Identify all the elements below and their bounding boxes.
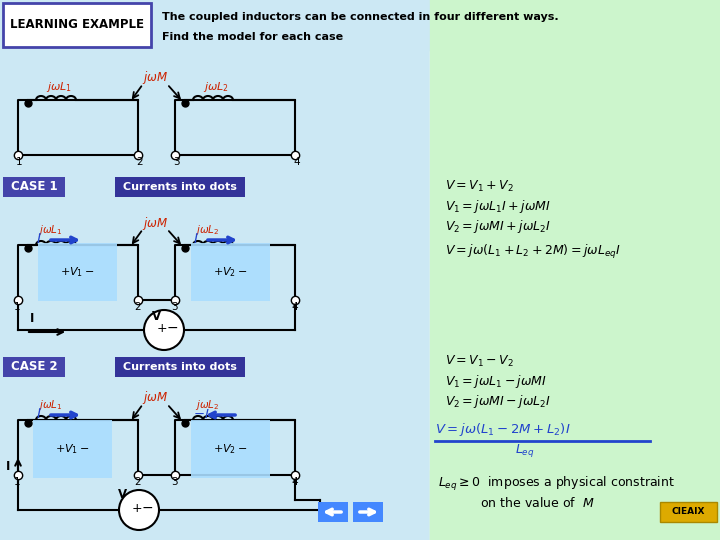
Bar [0,0,430,540]
Text: CASE 1: CASE 1 [11,180,58,193]
Text: 2: 2 [134,302,140,312]
Text: $j\omega L_1$: $j\omega L_1$ [38,398,63,412]
Text: $V = V_1 + V_2$: $V = V_1 + V_2$ [445,179,514,194]
Text: +: + [132,502,143,515]
FancyBboxPatch shape [115,357,245,377]
Text: I: I [30,312,35,325]
Text: $\mathit{I}$: $\mathit{I}$ [36,407,42,421]
FancyBboxPatch shape [353,502,383,522]
Text: $\mathit{I}$: $\mathit{I}$ [36,232,42,246]
FancyBboxPatch shape [3,177,65,197]
Text: 1: 1 [14,477,21,487]
Text: CIEAIX: CIEAIX [671,508,705,516]
Text: $+V_2-$: $+V_2-$ [213,265,248,279]
Text: $V = j\omega(L_1 - 2M + L_2)I$: $V = j\omega(L_1 - 2M + L_2)I$ [435,421,571,438]
Text: $V = V_1 - V_2$: $V = V_1 - V_2$ [445,354,514,369]
Text: 2: 2 [136,157,143,167]
Text: Currents into dots: Currents into dots [123,182,237,192]
Text: $L_{eq} \geq 0$  imposes a physical constraint: $L_{eq} \geq 0$ imposes a physical const… [438,475,675,493]
Text: on the value of  $M$: on the value of $M$ [480,496,595,510]
Text: $\mathit{I}$: $\mathit{I}$ [193,232,199,246]
Text: $V_1 = j\omega L_1 I + j\omega MI$: $V_1 = j\omega L_1 I + j\omega MI$ [445,198,551,215]
Text: 4: 4 [293,157,300,167]
Text: $V_1 = j\omega L_1 - j\omega MI$: $V_1 = j\omega L_1 - j\omega MI$ [445,373,547,390]
Text: I: I [6,460,10,473]
Text: $j\omega M$: $j\omega M$ [142,70,168,86]
Text: V: V [118,488,127,501]
Text: The coupled inductors can be connected in four different ways.: The coupled inductors can be connected i… [162,12,559,22]
FancyBboxPatch shape [3,357,65,377]
Text: $-\mathit{I}$: $-\mathit{I}$ [193,408,210,421]
Text: −: − [142,501,153,515]
Text: $+V_1-$: $+V_1-$ [55,442,89,456]
FancyBboxPatch shape [115,177,245,197]
Bar [430,0,720,540]
FancyBboxPatch shape [660,502,717,522]
Text: $V_2 = j\omega MI - j\omega L_2 I$: $V_2 = j\omega MI - j\omega L_2 I$ [445,393,551,410]
Text: $V_2 = j\omega MI + j\omega L_2 I$: $V_2 = j\omega MI + j\omega L_2 I$ [445,218,551,235]
Text: 4: 4 [291,302,297,312]
Bar [430,470,720,540]
Text: $j\omega L_2$: $j\omega L_2$ [195,223,220,237]
Text: $+V_1-$: $+V_1-$ [60,265,94,279]
Circle shape [119,490,159,530]
Text: $j\omega M$: $j\omega M$ [142,214,168,232]
Text: V: V [152,310,161,323]
Text: Currents into dots: Currents into dots [123,362,237,372]
Circle shape [144,310,184,350]
Bar [430,0,720,540]
Text: $L_{eq}$: $L_{eq}$ [516,442,535,459]
FancyBboxPatch shape [3,3,151,47]
Text: 3: 3 [171,302,178,312]
Text: $+V_2-$: $+V_2-$ [213,442,248,456]
Text: 4: 4 [291,477,297,487]
Text: CASE 2: CASE 2 [11,361,58,374]
Text: LEARNING EXAMPLE: LEARNING EXAMPLE [10,18,144,31]
Text: $j\omega L_2$: $j\omega L_2$ [195,398,220,412]
Text: +: + [157,321,168,334]
Text: −: − [167,321,179,335]
Text: 2: 2 [134,477,140,487]
FancyBboxPatch shape [318,502,348,522]
Bar [0,0,720,50]
Text: $j\omega L_1$: $j\omega L_1$ [38,223,63,237]
Text: $V = j\omega(L_1 + L_2 + 2M) = j\omega L_{eq}I$: $V = j\omega(L_1 + L_2 + 2M) = j\omega L… [445,243,621,261]
Text: $j\omega L_2$: $j\omega L_2$ [203,80,229,94]
Text: 3: 3 [173,157,179,167]
Text: 1: 1 [14,302,21,312]
Text: 1: 1 [16,157,22,167]
Text: Find the model for each case: Find the model for each case [162,32,343,42]
Text: $j\omega M$: $j\omega M$ [142,389,168,407]
Text: 3: 3 [171,477,178,487]
Text: $j\omega L_1$: $j\omega L_1$ [46,80,72,94]
